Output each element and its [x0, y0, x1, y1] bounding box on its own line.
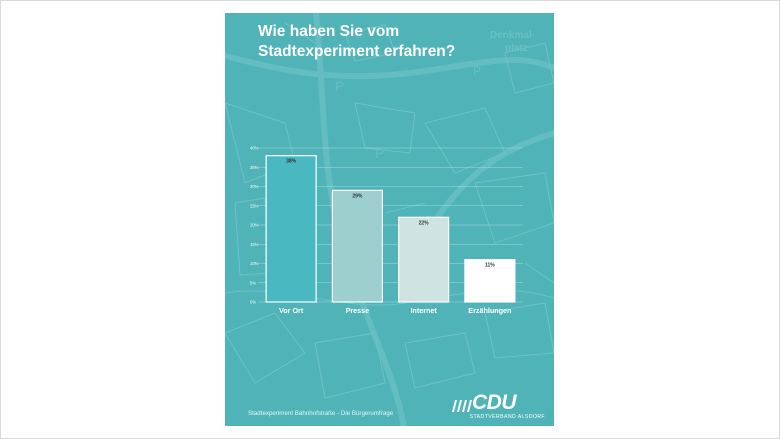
title-line-2: Stadtexperiment erfahren?	[258, 43, 456, 60]
chart-title: Wie haben Sie vom Stadtexperiment erfahr…	[258, 22, 538, 62]
bar	[331, 189, 383, 303]
cdu-logo: CDU STADTVERBAND ALSDORF	[450, 391, 546, 423]
bar-value-label: 38%	[286, 159, 297, 165]
cdu-stripes-icon	[452, 400, 472, 412]
x-tick-label: Internet	[410, 306, 437, 315]
survey-poster: P P P Denkmal- platz Wie haben Sie vom S…	[225, 13, 554, 426]
bar-value-label: 29%	[352, 193, 363, 199]
y-tick-label: 0%	[250, 300, 256, 305]
y-tick-label: 40%	[250, 146, 259, 151]
map-label-platz: platz	[505, 43, 528, 54]
x-tick-label: Vor Ort	[279, 306, 304, 315]
bar	[464, 259, 516, 303]
y-tick-label: 10%	[250, 261, 259, 266]
poster-footer: Stadtexperiment Bahnhofstraße - Die Bürg…	[248, 410, 394, 417]
x-tick-label: Presse	[346, 306, 370, 315]
title-line-1: Wie haben Sie vom	[258, 23, 400, 40]
y-tick-label: 35%	[250, 165, 259, 170]
y-tick-label: 30%	[250, 184, 259, 189]
bar-value-label: 22%	[419, 220, 430, 226]
bar	[265, 155, 317, 303]
bar	[398, 216, 450, 303]
y-tick-label: 15%	[250, 242, 259, 247]
bar-value-label: 11%	[485, 263, 495, 269]
x-tick-label: Erzählungen	[468, 306, 511, 315]
cdu-wordmark: CDU	[472, 391, 517, 414]
parking-icon-3: P	[473, 64, 481, 78]
parking-icon-2: P	[375, 145, 384, 161]
map-label-denkmal: Denkmal-	[490, 30, 535, 41]
bar-chart: 0% 5% 10% 15% 20% 25% 30% 35% 40% 38% Vor Ort 29% Pr…	[250, 146, 523, 315]
cdu-subtitle: STADTVERBAND ALSDORF	[469, 414, 545, 420]
y-tick-label: 5%	[250, 280, 256, 285]
y-tick-label: 25%	[250, 203, 259, 208]
y-tick-label: 20%	[250, 223, 259, 228]
parking-icon-1: P	[335, 78, 344, 94]
